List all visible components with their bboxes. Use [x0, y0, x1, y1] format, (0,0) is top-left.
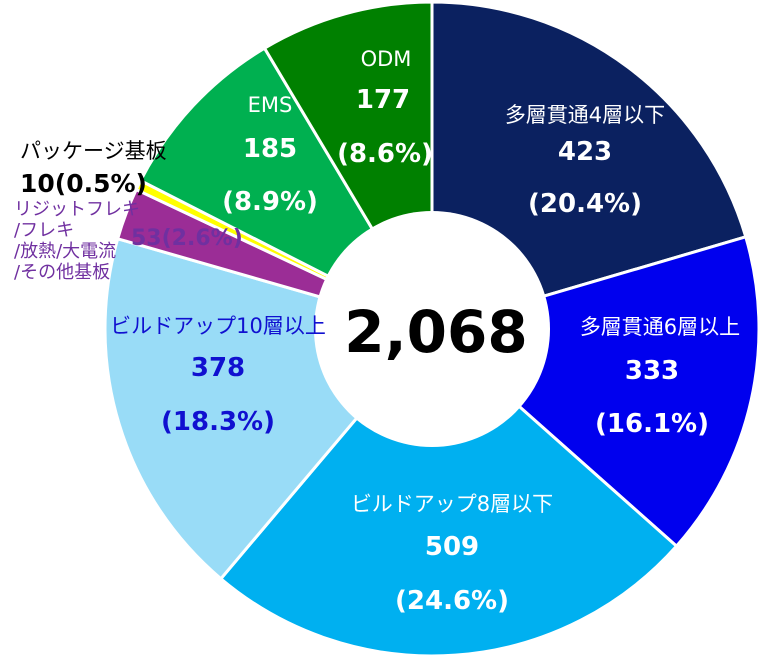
slice-label-3: ビルドアップ10層以上: [110, 314, 326, 338]
slice-label-5: パッケージ基板: [20, 139, 167, 163]
slice-label-4-line-3: /その他基板: [14, 262, 110, 283]
slice-label-4-line-2: /放熱/大電流: [14, 241, 116, 262]
slice-label-4-line-1: /フレキ: [14, 220, 74, 241]
slice-percent-3: (18.3%): [161, 407, 275, 437]
slice-label-6: EMS: [248, 93, 293, 117]
slice-label-2: ビルドアップ8層以下: [351, 492, 553, 516]
slice-value-3: 378: [191, 353, 245, 383]
slice-percent-4: (2.6%): [162, 226, 243, 251]
slice-value-1: 333: [625, 356, 679, 386]
slice-value-4: 53(2.6%): [131, 226, 243, 251]
slice-percent-2: (24.6%): [395, 586, 509, 616]
donut-hole: [314, 211, 550, 447]
slice-label-4-line-0: リジットフレキ: [14, 199, 140, 220]
slice-percent-5: (0.5%): [55, 169, 147, 198]
slice-percent-6: (8.9%): [222, 187, 318, 217]
slice-label-0: 多層貫通4層以下: [505, 103, 665, 127]
slice-value-5: 10(0.5%): [20, 169, 147, 198]
slice-value-7: 177: [356, 85, 410, 115]
slice-value-2: 509: [425, 532, 479, 562]
slice-value-6: 185: [243, 134, 297, 164]
slice-value-5-num: 10: [20, 169, 55, 198]
slice-percent-7: (8.6%): [337, 139, 433, 169]
slice-percent-0: (20.4%): [528, 189, 642, 219]
pie-slice-2: [218, 326, 679, 658]
slice-value-4-num: 53: [131, 226, 162, 251]
slice-label-1: 多層貫通6層以上: [580, 315, 740, 339]
slice-value-0: 423: [558, 137, 612, 167]
slice-percent-1: (16.1%): [595, 409, 709, 439]
total-label: 2,068: [344, 298, 527, 366]
slice-label-7: ODM: [361, 47, 412, 71]
